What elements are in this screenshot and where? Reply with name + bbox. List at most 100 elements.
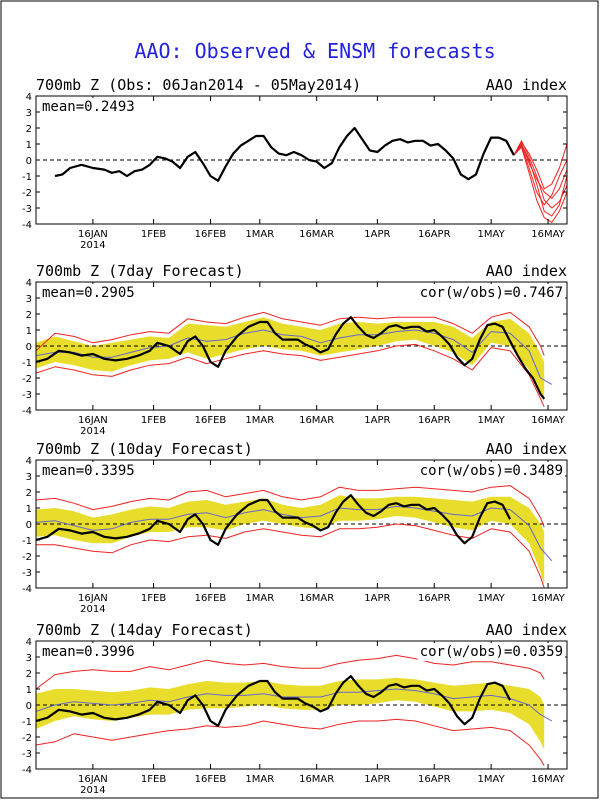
x-tick-label: 16MAY bbox=[531, 229, 565, 240]
y-tick-label: 0 bbox=[26, 701, 32, 712]
x-tick-label: 16MAR bbox=[299, 593, 334, 604]
y-tick-label: -1 bbox=[22, 172, 32, 183]
x-tick-label: 16MAR bbox=[299, 774, 334, 785]
x-tick-label: 16MAY bbox=[531, 774, 565, 785]
spread-band bbox=[36, 495, 545, 585]
correlation-label-bg bbox=[417, 284, 565, 302]
observed-line-1 bbox=[54, 126, 515, 182]
mean-label: mean=0.3395 bbox=[42, 463, 135, 479]
mean-line-1 bbox=[36, 688, 553, 722]
plot-area bbox=[36, 126, 567, 223]
x-tick-label: 1MAR bbox=[245, 774, 274, 785]
y-tick-label: 2 bbox=[26, 488, 32, 499]
chart-panel-1: 700mb Z (Obs: 06Jan2014 - 05May2014) AAO … bbox=[22, 76, 568, 251]
y-tick-label: 1 bbox=[26, 685, 32, 696]
x-tick-label: 1APR bbox=[364, 229, 390, 240]
plot-area bbox=[36, 485, 567, 588]
y-tick-label: -2 bbox=[22, 733, 32, 744]
x-tick-label: 1MAR bbox=[245, 415, 274, 426]
x-tick-label: 16JAN bbox=[78, 774, 108, 785]
x-tick-label: 1MAY bbox=[478, 593, 506, 604]
plot-area bbox=[36, 311, 567, 408]
x-tick-label: 1APR bbox=[364, 415, 390, 426]
mean-label-bg bbox=[40, 284, 137, 302]
y-tick-label: 4 bbox=[26, 637, 32, 648]
chart-panel-4: 700mb Z (14day Forecast) AAO index 4 3 2 1 0 -1… bbox=[22, 621, 568, 796]
member-line-5 bbox=[513, 146, 567, 223]
x-tick-label: 16JAN bbox=[78, 415, 108, 426]
x-tick-label: 1MAY bbox=[478, 229, 506, 240]
y-tick-label: 2 bbox=[26, 310, 32, 321]
x-tick-label: 16APR bbox=[418, 774, 451, 785]
observed-line-1 bbox=[36, 494, 512, 546]
chart-panel-3: 700mb Z (10day Forecast) AAO index 4 3 2 1 0 -1… bbox=[22, 440, 568, 615]
member-line-2 bbox=[36, 718, 545, 767]
y-tick-label: 2 bbox=[26, 669, 32, 680]
y-tick-label: 4 bbox=[26, 456, 32, 467]
y-tick-label: 3 bbox=[26, 294, 32, 305]
chart-panel-2: 700mb Z (7day Forecast) AAO index 4 3 2 1 0 -1 -… bbox=[22, 262, 568, 437]
x-tick-label: 16MAY bbox=[531, 415, 565, 426]
y-tick-label: 0 bbox=[26, 342, 32, 353]
y-tick-label: 4 bbox=[26, 278, 32, 289]
y-tick-label: 3 bbox=[26, 108, 32, 119]
panel-title: 700mb Z (7day Forecast) bbox=[36, 262, 244, 280]
member-line-1 bbox=[36, 485, 545, 528]
y-tick-label: -2 bbox=[22, 552, 32, 563]
x-tick-label: 1FEB bbox=[141, 229, 166, 240]
correlation-label-bg bbox=[417, 462, 565, 480]
x-tick-label: 1MAR bbox=[245, 593, 274, 604]
y-tick-label: 0 bbox=[26, 156, 32, 167]
y-tick-label: -4 bbox=[22, 584, 32, 595]
correlation-label-bg bbox=[417, 643, 565, 661]
panel-right-label: AAO index bbox=[486, 440, 567, 458]
y-tick-label: -1 bbox=[22, 358, 32, 369]
x-tick-label: 1MAR bbox=[245, 229, 274, 240]
x-tick-label: 1FEB bbox=[141, 593, 166, 604]
panel-right-label: AAO index bbox=[486, 76, 567, 94]
panel-right-label: AAO index bbox=[486, 262, 567, 280]
mean-label-bg bbox=[40, 643, 137, 661]
y-tick-label: -1 bbox=[22, 717, 32, 728]
mean-label: mean=0.3996 bbox=[42, 644, 135, 660]
x-tick-label: 16MAR bbox=[299, 229, 334, 240]
y-tick-label: 4 bbox=[26, 92, 32, 103]
x-tick-label: 1MAY bbox=[478, 415, 506, 426]
mean-line-1 bbox=[36, 505, 553, 562]
member-line-1 bbox=[36, 311, 545, 356]
correlation-label: cor(w/obs)=0.7467 bbox=[420, 285, 563, 301]
x-tick-label: 1APR bbox=[364, 774, 390, 785]
x-tick-label: 16MAR bbox=[299, 415, 334, 426]
member-line-2 bbox=[36, 343, 545, 408]
spread-band bbox=[36, 317, 545, 402]
y-tick-label: -4 bbox=[22, 765, 32, 776]
x-tick-label: 1FEB bbox=[141, 415, 166, 426]
correlation-label: cor(w/obs)=0.0359 bbox=[420, 644, 563, 660]
correlation-label: cor(w/obs)=0.3489 bbox=[420, 463, 563, 479]
y-tick-label: -3 bbox=[22, 390, 32, 401]
member-line-4 bbox=[513, 141, 567, 190]
x-tick-label: 1APR bbox=[364, 593, 390, 604]
y-tick-label: -1 bbox=[22, 536, 32, 547]
y-tick-label: 1 bbox=[26, 140, 32, 151]
y-tick-label: 2 bbox=[26, 124, 32, 135]
observed-line-1 bbox=[36, 675, 512, 727]
y-tick-label: 3 bbox=[26, 653, 32, 664]
y-tick-label: -3 bbox=[22, 749, 32, 760]
panel-title: 700mb Z (10day Forecast) bbox=[36, 440, 253, 458]
x-tick-label: 16FEB bbox=[195, 774, 227, 785]
x-tick-label: 1MAY bbox=[478, 774, 506, 785]
mean-label-bg bbox=[40, 98, 137, 116]
x-tick-label: 16FEB bbox=[195, 415, 227, 426]
y-tick-label: -4 bbox=[22, 406, 32, 417]
panel-title: 700mb Z (14day Forecast) bbox=[36, 621, 253, 639]
y-tick-label: 1 bbox=[26, 326, 32, 337]
member-line-3 bbox=[513, 145, 567, 206]
x-tick-label: 16JAN bbox=[78, 593, 108, 604]
year-label: 2014 bbox=[80, 785, 105, 796]
y-tick-label: -3 bbox=[22, 568, 32, 579]
figure-title: AAO: Observed & ENSM forecasts bbox=[134, 39, 495, 63]
x-tick-label: 16APR bbox=[418, 415, 451, 426]
